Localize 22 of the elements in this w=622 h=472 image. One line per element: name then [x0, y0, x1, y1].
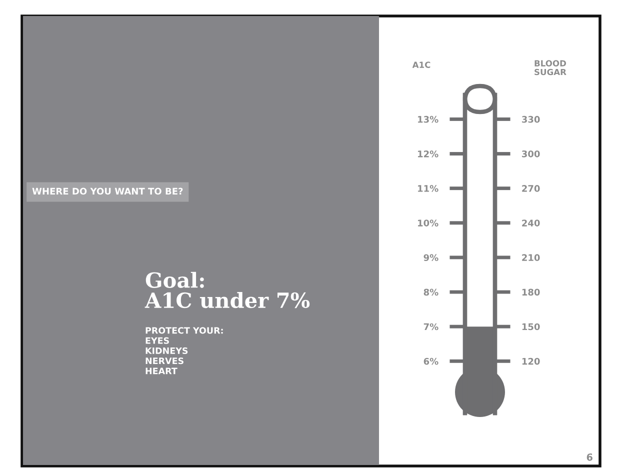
y2-tick-label: 270 — [522, 185, 540, 192]
y2-tick-label: 150 — [522, 323, 540, 330]
y2-tick-label: 180 — [522, 288, 540, 296]
y2-tick-label: 210 — [522, 254, 540, 262]
y-tick-label: 11% — [418, 185, 438, 192]
text: PROTECT YOUR: EYES KIDNEYS NERVES HEART — [146, 327, 223, 374]
y2-tick-label: 240 — [522, 220, 540, 226]
y-tick-label: 13% — [418, 116, 438, 123]
y2-tick-label: 120 — [522, 358, 540, 365]
y-tick-label: 12% — [418, 150, 438, 158]
y2-axis-title: BLOOD SUGAR — [534, 60, 566, 76]
text: Goal: A1C under 7% — [144, 272, 310, 308]
y-axis-title: A1C — [412, 62, 430, 68]
y-tick-label: 6% — [424, 358, 438, 365]
y2-tick-label: 330 — [522, 116, 540, 123]
y-tick-label: 10% — [418, 220, 438, 226]
text: 6 — [586, 453, 592, 461]
text: WHERE DO YOU WANT TO BE? — [32, 188, 183, 195]
y-tick-label: 8% — [424, 288, 438, 296]
y2-tick-label: 300 — [522, 150, 540, 158]
y-tick-label: 7% — [424, 323, 438, 330]
y-tick-label: 9% — [424, 254, 438, 262]
